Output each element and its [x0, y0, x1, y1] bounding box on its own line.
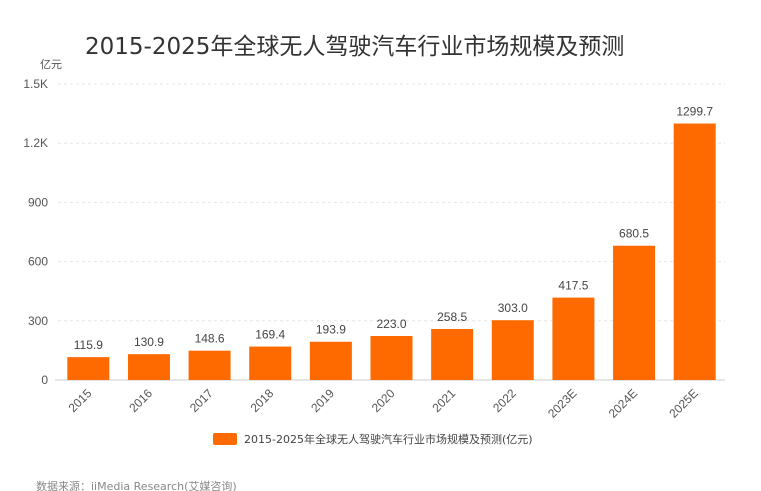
value-label-2020: 223.0 — [376, 317, 406, 331]
legend-label: 2015-2025年全球无人驾驶汽车行业市场规模及预测(亿元) — [244, 432, 533, 446]
y-tick-label: 300 — [28, 314, 48, 328]
bar-2024E — [613, 245, 656, 380]
value-label-2021: 258.5 — [437, 310, 467, 324]
x-tick-label-2018: 2018 — [248, 386, 277, 415]
y-tick-label: 1.5K — [23, 77, 48, 91]
y-axis-unit-label: 亿元 — [40, 58, 62, 71]
y-tick-label: 600 — [28, 255, 48, 269]
value-label-2024E: 680.5 — [619, 227, 649, 241]
x-tick-label-2022: 2022 — [490, 386, 519, 415]
bar-2015 — [67, 357, 110, 380]
x-tick-label-2016: 2016 — [126, 386, 155, 415]
x-tick-label-2021: 2021 — [429, 386, 458, 415]
legend-swatch — [213, 433, 237, 445]
value-label-2016: 130.9 — [134, 335, 164, 349]
bar-2025E — [673, 123, 716, 380]
value-label-2025E: 1299.7 — [676, 105, 713, 119]
x-tick-label-2023E: 2023E — [545, 386, 579, 420]
x-tick-label-2015: 2015 — [66, 386, 95, 415]
chart-title: 2015-2025年全球无人驾驶汽车行业市场规模及预测 — [85, 34, 624, 60]
bar-2019 — [309, 341, 352, 380]
x-tick-label-2019: 2019 — [308, 386, 337, 415]
x-tick-label-2024E: 2024E — [606, 386, 640, 420]
x-tick-label-2025E: 2025E — [666, 386, 700, 420]
x-tick-label-2017: 2017 — [187, 386, 216, 415]
x-axis-ticks: 2015 2016 2017 2018 2019 2020 2021 2022 2023E 202… — [66, 386, 701, 421]
value-label-2017: 148.6 — [195, 332, 225, 346]
bar-2023E — [552, 297, 595, 380]
bar-2017 — [188, 350, 231, 380]
bar-2022 — [491, 320, 534, 380]
bar-2021 — [431, 328, 474, 380]
bar-2016 — [127, 354, 170, 380]
y-axis-ticks: 0 300 600 900 1.2K 1.5K — [23, 77, 48, 387]
y-tick-label: 900 — [28, 195, 48, 209]
legend: 2015-2025年全球无人驾驶汽车行业市场规模及预测(亿元) — [213, 432, 533, 446]
value-label-2015: 115.9 — [74, 338, 103, 352]
bar-2020 — [370, 335, 413, 380]
x-tick-label-2020: 2020 — [369, 386, 398, 415]
y-tick-label: 0 — [41, 373, 48, 387]
value-label-2023E: 417.5 — [558, 279, 588, 293]
value-label-2019: 193.9 — [316, 323, 346, 337]
bar-2018 — [249, 346, 292, 380]
value-label-2018: 169.4 — [255, 328, 285, 342]
bars — [67, 123, 716, 380]
value-label-2022: 303.0 — [498, 301, 528, 315]
y-tick-label: 1.2K — [23, 136, 48, 150]
value-labels: 115.9 130.9 148.6 169.4 193.9 223.0 258.5 303.0… — [74, 105, 714, 353]
source-note: 数据来源：iiMedia Research(艾媒咨询) — [36, 479, 237, 491]
